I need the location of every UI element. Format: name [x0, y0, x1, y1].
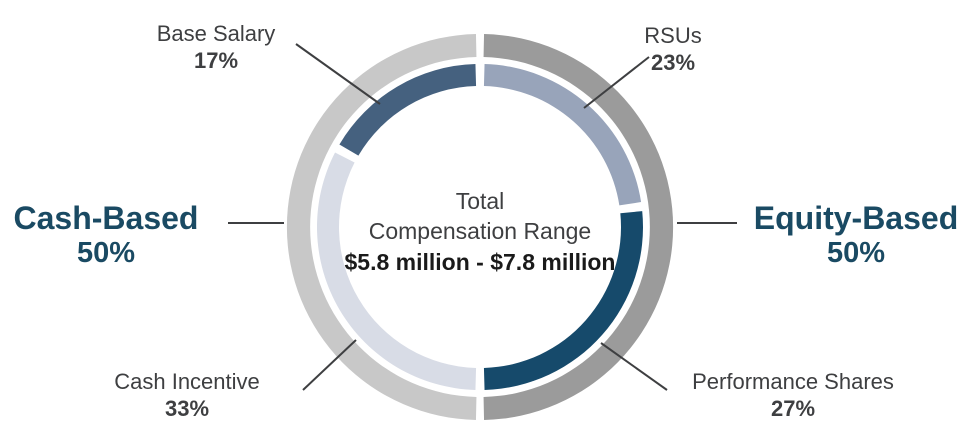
inner-ring	[317, 64, 643, 390]
label-cash-incentive-pct: 33%	[164, 396, 210, 421]
label-equity-based-text: Equity-Based	[753, 200, 959, 236]
center-text: Total Compensation Range $5.8 million - …	[345, 186, 616, 278]
center-line-total: Total	[455, 188, 505, 214]
label-cash-based: Cash-Based 50%	[14, 200, 199, 270]
label-rsus: RSUs 23%	[644, 22, 701, 77]
segment-performance-shares	[483, 211, 643, 390]
outer-ring	[286, 34, 674, 420]
label-cash-based-text: Cash-Based	[13, 200, 199, 236]
label-cash-incentive-text: Cash Incentive	[114, 369, 260, 394]
center-range-value: $5.8 million - $7.8 million	[344, 249, 616, 275]
label-rsus-pct: 23%	[650, 50, 696, 75]
segment-rsus	[483, 64, 642, 206]
segment-cash-incentive	[317, 152, 477, 390]
center-line-compensation-range: Compensation Range	[368, 218, 592, 244]
leader-line-cash-incentive	[302, 339, 357, 391]
leader-line-base-salary	[295, 43, 381, 105]
leader-lines	[228, 43, 737, 391]
label-cash-incentive: Cash Incentive 33%	[114, 368, 260, 423]
label-equity-based: Equity-Based 50%	[754, 200, 958, 270]
label-base-salary-text: Base Salary	[156, 21, 276, 46]
label-cash-based-pct: 50%	[76, 237, 136, 269]
leader-line-performance-shares	[600, 342, 668, 391]
label-performance-shares-text: Performance Shares	[692, 369, 894, 394]
label-base-salary: Base Salary 17%	[157, 20, 276, 75]
segment-base-salary	[339, 64, 477, 156]
label-equity-based-pct: 50%	[826, 237, 886, 269]
label-performance-shares-pct: 27%	[770, 396, 816, 421]
label-rsus-text: RSUs	[644, 23, 702, 48]
label-performance-shares: Performance Shares 27%	[692, 368, 894, 423]
segment-cash-based	[286, 34, 477, 420]
leader-line-rsus	[583, 56, 650, 109]
label-base-salary-pct: 17%	[193, 48, 239, 73]
segment-equity-based	[483, 34, 674, 420]
